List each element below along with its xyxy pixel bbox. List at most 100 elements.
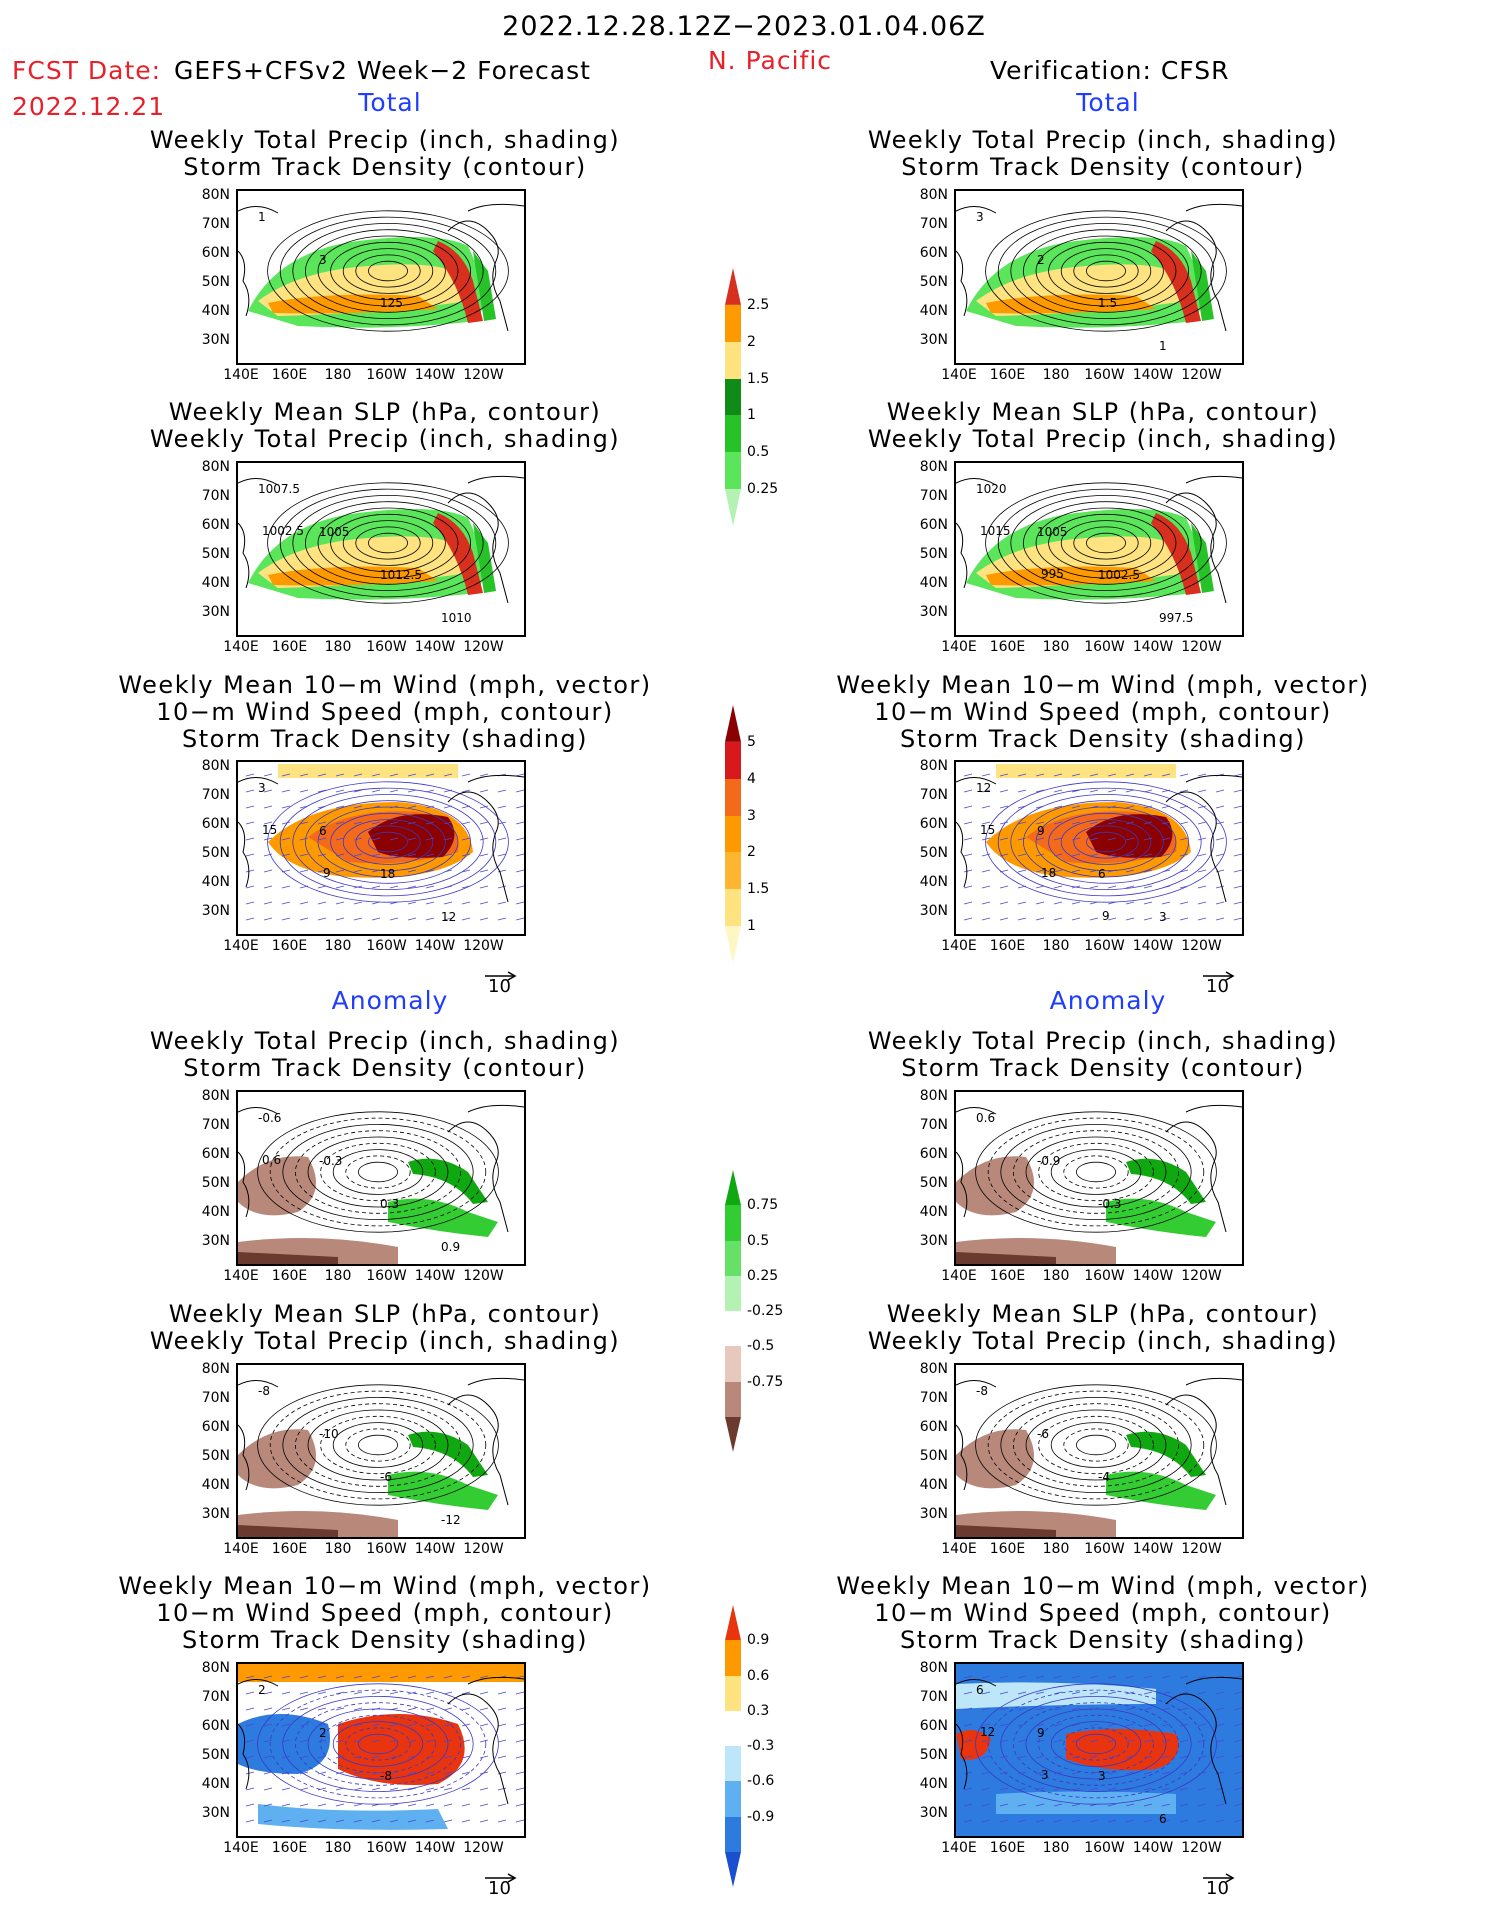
lon-tick-label: 180 — [324, 367, 352, 383]
map-plot-area: -0.6 -0.3 0.3 0.9 0.6 — [238, 1104, 524, 1264]
lat-tick-label: 40N — [919, 575, 948, 591]
lon-tick-label: 140E — [941, 367, 977, 383]
lat-tick-label: 30N — [919, 1233, 948, 1249]
lat-tick-label: 70N — [201, 1390, 230, 1406]
lon-tick-label: 140W — [1132, 1268, 1174, 1284]
contour-label: 6 — [319, 824, 327, 838]
contour-label: -4 — [1098, 1470, 1110, 1484]
contour-label: -10 — [319, 1427, 339, 1441]
panel-title-fc-anom-track: Weekly Total Precip (inch, shading) Storm… — [149, 1027, 621, 1082]
contour-label: 12 — [976, 781, 991, 795]
contour-label: -0.6 — [258, 1111, 281, 1125]
colorbar-track-total — [725, 705, 741, 963]
colorbar-label: 1 — [747, 407, 756, 424]
colorbar-swatch — [725, 815, 741, 853]
colorbar-swatch — [725, 304, 741, 342]
contour-label: 1 — [258, 210, 266, 224]
lon-tick-label: 160E — [271, 1840, 308, 1856]
colorbar-label: 4 — [747, 770, 756, 787]
contour-label: 1.5 — [1098, 296, 1117, 310]
contour-label: 18 — [380, 867, 395, 881]
lon-tick-label: 140E — [941, 938, 977, 954]
vector-reference-arrow-icon — [484, 966, 518, 985]
lat-tick-label: 30N — [201, 1805, 230, 1821]
contour-label: 3 — [1041, 1768, 1049, 1782]
colorbar-swatch — [725, 1710, 741, 1746]
colorbar-label: 0.25 — [747, 481, 779, 498]
section-anomaly-left: Anomaly — [331, 986, 449, 1015]
map-plot-area: 2 2 -8 — [238, 1664, 524, 1830]
lon-tick-label: 120W — [1181, 1268, 1222, 1284]
lon-tick-label: 160E — [271, 938, 308, 954]
lon-tick-label: 120W — [1181, 367, 1222, 383]
lat-tick-label: 80N — [201, 758, 230, 774]
lat-tick-label: 80N — [201, 459, 230, 475]
lat-tick-label: 70N — [919, 216, 948, 232]
contour-label: 9 — [1037, 1726, 1045, 1740]
lat-tick-label: 60N — [919, 816, 948, 832]
colorbar-label: -0.5 — [747, 1338, 775, 1355]
lon-tick-label: 120W — [463, 1268, 504, 1284]
colorbar-swatch — [725, 378, 741, 416]
lon-tick-label: 160E — [271, 1268, 308, 1284]
contour-label: 125 — [380, 296, 403, 310]
contour-label: 1005 — [319, 525, 350, 539]
lon-tick-label: 140E — [941, 639, 977, 655]
colorbar-label: 0.9 — [747, 1632, 770, 1649]
colorbar-label: -0.6 — [747, 1773, 775, 1790]
map-plot-area: 1 3 125 — [238, 203, 524, 332]
region-title: N. Pacific — [707, 46, 833, 75]
contour-label: 9 — [323, 866, 331, 880]
map-plot-area: 0.6 -0.9 -0.3 — [956, 1104, 1242, 1264]
lon-tick-label: 160E — [989, 1268, 1026, 1284]
panel-title-ver-anom-slp: Weekly Mean SLP (hPa, contour) Weekly Tot… — [867, 1300, 1339, 1355]
lon-tick-label: 120W — [463, 1541, 504, 1557]
lat-tick-label: 70N — [919, 488, 948, 504]
colorbar-label: 3 — [747, 807, 756, 824]
contour-label: 2 — [319, 1726, 327, 1740]
lon-tick-label: 180 — [324, 1268, 352, 1284]
contour-label: -0.3 — [1098, 1197, 1121, 1211]
lon-tick-label: 140E — [941, 1268, 977, 1284]
colorbar-swatch — [725, 1311, 741, 1347]
lon-tick-label: 120W — [1181, 1840, 1222, 1856]
colorbar-precip-total — [725, 268, 741, 526]
lat-tick-label: 70N — [919, 1390, 948, 1406]
map-ver-anom-track: 0.6 -0.9 -0.3 — [954, 1090, 1244, 1266]
contour-label: 1002.5 — [262, 524, 304, 538]
lat-tick-label: 30N — [919, 604, 948, 620]
section-anomaly-right: Anomaly — [1049, 986, 1167, 1015]
lon-tick-label: 180 — [1042, 1541, 1070, 1557]
lat-tick-label: 80N — [201, 1088, 230, 1104]
lat-tick-label: 50N — [201, 1448, 230, 1464]
lon-tick-label: 160E — [989, 639, 1026, 655]
lon-tick-label: 140W — [414, 1541, 456, 1557]
contour-label: 1012.5 — [380, 568, 422, 582]
contour-label: 1007.5 — [258, 482, 300, 496]
lat-tick-label: 50N — [919, 845, 948, 861]
panel-title-fc-anom-wind: Weekly Mean 10−m Wind (mph, vector) 10−m … — [118, 1572, 652, 1654]
lon-tick-label: 140W — [1132, 639, 1174, 655]
lon-tick-label: 180 — [1042, 367, 1070, 383]
contour-label: 6 — [976, 1683, 984, 1697]
lon-tick-label: 140E — [223, 367, 259, 383]
lat-tick-label: 70N — [201, 787, 230, 803]
contour-label: 12 — [980, 1725, 995, 1739]
lat-tick-label: 40N — [201, 303, 230, 319]
contour-label: 3 — [976, 210, 984, 224]
contour-label: 12 — [441, 910, 456, 924]
map-ver-total-wind: 12 9 6 3 15 18 9 — [954, 760, 1244, 936]
lat-tick-label: 60N — [919, 245, 948, 261]
map-plot-area: 321.51 — [956, 203, 1242, 353]
contour-label: 995 — [1041, 567, 1064, 581]
lon-tick-label: 140E — [941, 1840, 977, 1856]
lon-tick-label: 160W — [1084, 1840, 1125, 1856]
lon-tick-label: 160W — [1084, 1268, 1125, 1284]
contour-label: 2 — [1037, 253, 1045, 267]
lon-tick-label: 140E — [223, 639, 259, 655]
colorbar-label: 0.5 — [747, 444, 770, 461]
lon-tick-label: 160W — [1084, 1541, 1125, 1557]
lon-tick-label: 140E — [223, 1541, 259, 1557]
colorbar-label: 2 — [747, 333, 756, 350]
map-plot-area: 1020 1005 1002.5 997.5 1015 995 — [956, 475, 1242, 625]
